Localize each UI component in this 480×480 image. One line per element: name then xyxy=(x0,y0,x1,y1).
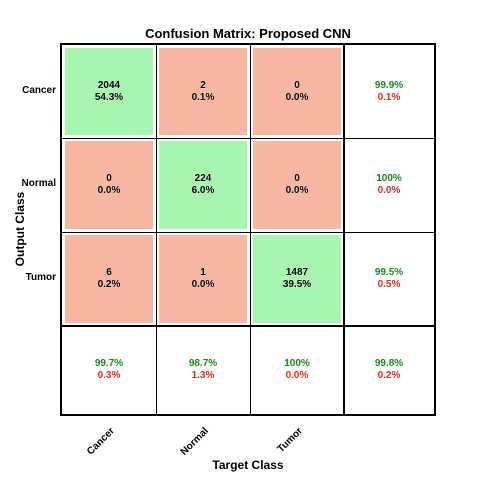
col-summary-tumor-value: 100% xyxy=(284,358,310,369)
col-summary-cancer-percent: 0.3% xyxy=(97,370,121,381)
matrix-cell-tumor-tumor-percent: 39.5% xyxy=(282,279,312,290)
grid-line-horizontal xyxy=(62,137,434,139)
matrix-cell-cancer-cancer-percent: 54.3% xyxy=(94,91,124,103)
row-summary-normal: 100% 0.0% xyxy=(347,141,431,229)
matrix-cell-tumor-normal: 1 0.0% xyxy=(159,235,247,323)
row-summary-cancer-percent: 0.1% xyxy=(377,91,401,103)
grid-line-horizontal xyxy=(62,231,434,233)
col-summary-cancer: 99.7% 0.3% xyxy=(65,329,153,411)
matrix-cell-cancer-cancer: 2044 54.3% xyxy=(65,48,153,135)
col-summary-cancer-value: 99.7% xyxy=(94,358,124,369)
matrix-cell-normal-tumor-value: 0 xyxy=(294,173,300,184)
row-summary-normal-percent: 0.0% xyxy=(377,185,401,196)
row-summary-tumor-percent: 0.5% xyxy=(377,279,401,290)
confusion-matrix-grid: 2044 54.3% 2 0.1% 0 0.0% 99.9% 0.1% 0 0.0% 224 6.0%… xyxy=(60,43,436,416)
matrix-cell-normal-normal: 224 6.0% xyxy=(159,141,247,229)
col-summary-normal-value: 98.7% xyxy=(188,358,218,369)
grid-line-horizontal xyxy=(62,325,434,327)
matrix-cell-tumor-tumor-value: 1487 xyxy=(285,267,309,278)
matrix-cell-cancer-cancer-value: 2044 xyxy=(97,79,121,91)
matrix-cell-normal-cancer-percent: 0.0% xyxy=(97,185,121,196)
row-label-tumor: Tumor xyxy=(25,272,56,283)
x-axis-label: Target Class xyxy=(212,458,284,472)
matrix-cell-tumor-normal-percent: 0.0% xyxy=(191,279,215,290)
matrix-cell-cancer-normal-value: 2 xyxy=(200,79,206,91)
overall-summary-value: 99.8% xyxy=(374,358,404,369)
row-summary-cancer: 99.9% 0.1% xyxy=(347,48,431,135)
row-label-normal: Normal xyxy=(21,178,56,189)
y-axis-label: Output Class xyxy=(13,191,27,267)
matrix-cell-normal-normal-percent: 6.0% xyxy=(191,185,215,196)
matrix-cell-tumor-tumor: 1487 39.5% xyxy=(253,235,341,323)
grid-line-vertical xyxy=(343,45,345,414)
overall-summary: 99.8% 0.2% xyxy=(347,329,431,411)
col-summary-tumor-percent: 0.0% xyxy=(285,370,309,381)
matrix-cell-tumor-cancer-percent: 0.2% xyxy=(97,279,121,290)
matrix-cell-cancer-normal-percent: 0.1% xyxy=(191,91,215,103)
matrix-cell-normal-tumor: 0 0.0% xyxy=(253,141,341,229)
col-summary-tumor: 100% 0.0% xyxy=(253,329,341,411)
grid-line-vertical xyxy=(155,45,157,414)
matrix-cell-cancer-tumor-value: 0 xyxy=(294,79,300,91)
matrix-cell-tumor-cancer-value: 6 xyxy=(106,267,112,278)
overall-summary-percent: 0.2% xyxy=(377,370,401,381)
matrix-cell-normal-tumor-percent: 0.0% xyxy=(285,185,309,196)
grid-line-vertical xyxy=(249,45,251,414)
row-summary-cancer-value: 99.9% xyxy=(374,79,404,91)
matrix-cell-normal-cancer: 0 0.0% xyxy=(65,141,153,229)
matrix-cell-cancer-normal: 2 0.1% xyxy=(159,48,247,135)
col-summary-normal: 98.7% 1.3% xyxy=(159,329,247,411)
chart-title: Confusion Matrix: Proposed CNN xyxy=(145,26,351,41)
matrix-cell-cancer-tumor-percent: 0.0% xyxy=(285,91,309,103)
row-summary-tumor-value: 99.5% xyxy=(374,267,404,278)
matrix-cell-normal-cancer-value: 0 xyxy=(106,173,112,184)
col-summary-normal-percent: 1.3% xyxy=(191,370,215,381)
matrix-cell-cancer-tumor: 0 0.0% xyxy=(253,48,341,135)
matrix-cell-normal-normal-value: 224 xyxy=(194,173,212,184)
row-summary-tumor: 99.5% 0.5% xyxy=(347,235,431,323)
row-summary-normal-value: 100% xyxy=(376,173,402,184)
matrix-cell-tumor-normal-value: 1 xyxy=(200,267,206,278)
matrix-cell-tumor-cancer: 6 0.2% xyxy=(65,235,153,323)
row-label-cancer: Cancer xyxy=(22,84,56,96)
